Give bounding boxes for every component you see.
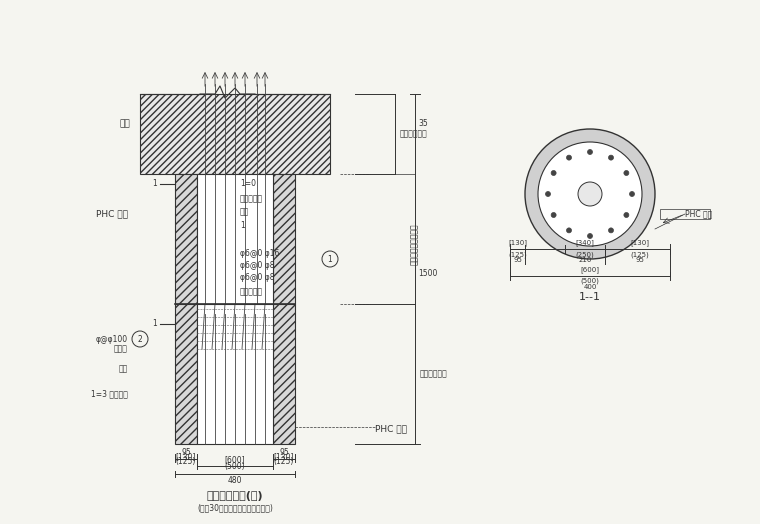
Circle shape [629,191,635,196]
Text: (125): (125) [508,251,527,257]
Text: 合格部分带: 合格部分带 [240,288,263,297]
Bar [197,174,273,304]
Text: 管桩接桩长度尺寸定: 管桩接桩长度尺寸定 [410,223,419,265]
Bar [273,304,295,444]
Circle shape [546,191,550,196]
Text: 管桩接桩大样(一): 管桩接桩大样(一) [207,491,263,501]
Circle shape [538,142,642,246]
Circle shape [587,149,593,155]
Text: (承压30榀桩端后混凝土处理示意): (承压30榀桩端后混凝土处理示意) [197,504,273,512]
Circle shape [566,228,572,233]
Text: 1=0: 1=0 [240,180,256,189]
Text: 95: 95 [635,257,644,263]
Text: 1: 1 [328,255,332,264]
Text: 钢板: 钢板 [240,208,249,216]
Text: [130]: [130] [274,452,294,461]
Text: 95: 95 [279,448,289,457]
Text: 缩颈部: 缩颈部 [114,344,128,354]
Text: 2: 2 [138,334,142,344]
Text: 1500: 1500 [418,269,437,278]
Text: [130]: [130] [631,239,650,246]
Bar [175,304,197,444]
Circle shape [609,155,613,160]
Text: 35: 35 [418,119,428,128]
Text: 管桩端部高度: 管桩端部高度 [420,369,448,378]
Text: 扎束: 扎束 [119,365,128,374]
Text: (125): (125) [176,457,196,466]
Text: φ@φ100: φ@φ100 [96,334,128,344]
Text: (125): (125) [631,251,649,257]
Text: 95: 95 [181,448,191,457]
Bar [273,174,295,304]
Text: 承台: 承台 [119,119,130,128]
Bar [140,94,330,174]
Text: PHC 管桩: PHC 管桩 [685,210,712,219]
Circle shape [624,213,629,217]
Circle shape [566,155,572,160]
Circle shape [551,213,556,217]
Text: (500): (500) [581,278,600,285]
Text: 接桩管桩上: 接桩管桩上 [240,194,263,203]
Text: 210: 210 [578,257,592,263]
Circle shape [578,182,602,206]
Text: [130]: [130] [176,452,196,461]
Text: 1=3 层管箍筋: 1=3 层管箍筋 [91,389,128,398]
Circle shape [525,129,655,259]
Text: PHC 管桩: PHC 管桩 [96,210,128,219]
Text: [600]: [600] [581,266,600,273]
Circle shape [609,228,613,233]
Bar [660,209,710,219]
Bar [197,304,273,444]
Text: 400: 400 [584,284,597,290]
Text: φ6@0 φ16: φ6@0 φ16 [240,249,280,258]
Text: 1: 1 [240,222,245,231]
Text: (125): (125) [274,457,294,466]
Text: φ6@0 φ8: φ6@0 φ8 [240,261,274,270]
Text: 1: 1 [153,320,157,329]
Text: [130]: [130] [508,239,527,246]
Text: 1--1: 1--1 [579,292,601,302]
Text: (500): (500) [225,462,245,471]
Text: 1: 1 [153,180,157,189]
Text: 480: 480 [228,476,242,485]
Text: (250): (250) [575,251,594,257]
Text: 95: 95 [514,257,522,263]
Text: PHC 管桩: PHC 管桩 [375,424,407,433]
Text: 取出管桩标高: 取出管桩标高 [400,129,428,138]
Text: [600]: [600] [225,455,245,464]
Circle shape [587,234,593,238]
Circle shape [551,170,556,176]
Circle shape [624,170,629,176]
Bar [175,174,197,304]
Text: φ6@0 φ8: φ6@0 φ8 [240,274,274,282]
Text: [340]: [340] [575,239,594,246]
